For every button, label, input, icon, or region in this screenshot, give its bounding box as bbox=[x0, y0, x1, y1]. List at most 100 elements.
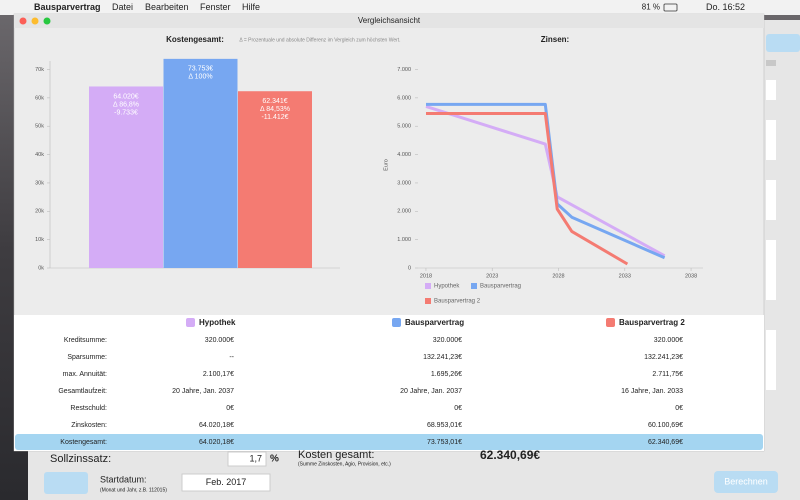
start-input[interactable] bbox=[181, 473, 271, 492]
column-header: Bausparvertrag 2 bbox=[619, 318, 685, 327]
cell: 0€ bbox=[226, 405, 234, 412]
line-series bbox=[426, 112, 629, 266]
cell: 0€ bbox=[454, 405, 462, 412]
legend-label: Bausparvertrag 2 bbox=[434, 299, 481, 305]
row-label: Kostengesamt: bbox=[60, 439, 107, 446]
window-title: Vergleichsansicht bbox=[358, 16, 421, 25]
cell: 132.241,23€ bbox=[644, 354, 683, 361]
rate-label: Sollzinssatz: bbox=[50, 453, 111, 465]
legend-swatch bbox=[425, 298, 431, 304]
legend-label: Hypothek bbox=[434, 284, 460, 290]
legend-label: Bausparvertrag bbox=[480, 284, 521, 290]
menu-item[interactable]: Bearbeiten bbox=[145, 2, 189, 12]
rate-unit: % bbox=[270, 454, 279, 465]
minimize-button[interactable] bbox=[31, 17, 39, 25]
y-tick-label: 1.000 bbox=[397, 237, 411, 243]
y-tick-label: 2.000 bbox=[397, 209, 411, 215]
cell: 320.000€ bbox=[654, 337, 683, 344]
menu-item[interactable]: Hilfe bbox=[242, 2, 260, 12]
row-label: Sparsumme: bbox=[67, 354, 107, 361]
x-tick-label: 2018 bbox=[420, 273, 432, 279]
value-label: 73.753€ bbox=[188, 66, 213, 73]
app-menu[interactable]: Bausparvertrag bbox=[34, 2, 101, 12]
row-label: Gesamtlaufzeit: bbox=[58, 388, 107, 395]
menubar bbox=[0, 0, 800, 15]
legend-swatch bbox=[392, 318, 401, 327]
cell: 60.100,69€ bbox=[648, 422, 683, 429]
x-tick-label: 2028 bbox=[552, 273, 564, 279]
y-tick-label: 10k bbox=[35, 237, 44, 243]
start-hint: (Monat und Jahr, z.B. 112015) bbox=[100, 487, 167, 493]
cost-hint: (Summe Zinskosten, Agio, Provision, etc.… bbox=[298, 461, 391, 467]
zoom-button[interactable] bbox=[43, 17, 51, 25]
y-tick-label: 6.000 bbox=[397, 95, 411, 101]
highlight-row bbox=[15, 434, 763, 450]
legend-swatch bbox=[606, 318, 615, 327]
cost-value: 62.340,69€ bbox=[480, 448, 540, 462]
battery-icon bbox=[663, 3, 678, 12]
bar bbox=[163, 58, 238, 269]
bar bbox=[238, 91, 312, 268]
rate-input[interactable] bbox=[227, 451, 267, 467]
table-area bbox=[14, 315, 764, 451]
value-label: 64.020€ bbox=[113, 93, 138, 100]
y-tick-label: 40k bbox=[35, 152, 44, 158]
rate-value: 1,7 bbox=[249, 453, 262, 463]
app-bottom: Sollzinssatz: 1,7 % Startdatum: (Monat u… bbox=[44, 448, 778, 494]
chart-title: Zinsen: bbox=[541, 35, 569, 44]
cell: 68.953,01€ bbox=[427, 422, 462, 429]
y-tick-label: 5.000 bbox=[397, 124, 411, 130]
menu-item[interactable]: Datei bbox=[112, 2, 133, 12]
difference-label: -9.733€ bbox=[114, 109, 138, 116]
start-label: Startdatum: bbox=[100, 474, 147, 484]
icon-button[interactable] bbox=[44, 472, 88, 494]
row-label: Restschuld: bbox=[70, 405, 107, 412]
delta-label: Δ 84,53% bbox=[260, 106, 290, 113]
cell: 62.340,69€ bbox=[648, 439, 683, 446]
y-axis-label: Euro bbox=[383, 159, 389, 171]
delta-label: Δ 86,8% bbox=[113, 101, 139, 108]
y-tick-label: 7.000 bbox=[397, 67, 411, 73]
calculate-label: Berechnen bbox=[724, 476, 768, 486]
cell: -- bbox=[229, 354, 234, 361]
title-bar bbox=[14, 14, 764, 28]
x-tick-label: 2023 bbox=[486, 273, 498, 279]
calculate-button[interactable] bbox=[714, 471, 778, 493]
side-fields bbox=[766, 34, 800, 390]
cell: 132.241,23€ bbox=[423, 354, 462, 361]
battery: 81 % bbox=[642, 3, 660, 12]
bar bbox=[89, 86, 163, 268]
y-tick-label: 30k bbox=[35, 180, 44, 186]
cell: 73.753,01€ bbox=[427, 439, 462, 446]
cell: 2.711,75€ bbox=[652, 371, 683, 378]
y-tick-label: 70k bbox=[35, 67, 44, 73]
y-tick-label: 4.000 bbox=[397, 152, 411, 158]
chart-title: Kostengesamt: bbox=[166, 35, 224, 44]
difference-label: -11.412€ bbox=[261, 114, 288, 121]
cell: 320.000€ bbox=[433, 337, 462, 344]
column-header: Hypothek bbox=[199, 318, 236, 327]
row-label: max. Annuität: bbox=[63, 371, 107, 378]
row-label: Kreditsumme: bbox=[64, 337, 107, 344]
cell: 2.100,17€ bbox=[203, 371, 234, 378]
clock: Do. 16:52 bbox=[706, 2, 745, 12]
cell: 16 Jahre, Jan. 2033 bbox=[621, 388, 683, 395]
legend-swatch bbox=[186, 318, 195, 327]
cell: 20 Jahre, Jan. 2037 bbox=[172, 388, 234, 395]
y-tick-label: 60k bbox=[35, 95, 44, 101]
cost-label: Kosten gesamt: bbox=[298, 449, 374, 461]
chart-annotation: Δ = Prozentuale und absolute Differenz i… bbox=[239, 37, 400, 43]
menu-item[interactable]: Fenster bbox=[200, 2, 231, 12]
column-header: Bausparvertrag bbox=[405, 318, 464, 327]
y-tick-label: 3.000 bbox=[397, 180, 411, 186]
cell: 20 Jahre, Jan. 2037 bbox=[400, 388, 462, 395]
start-value: Feb. 2017 bbox=[206, 477, 247, 487]
delta-label: Δ 100% bbox=[188, 74, 212, 81]
y-tick-label: 0 bbox=[408, 265, 411, 271]
cell: 1.695,26€ bbox=[431, 371, 462, 378]
close-button[interactable] bbox=[19, 17, 27, 25]
value-label: 62.341€ bbox=[262, 98, 287, 105]
cell: 0€ bbox=[675, 405, 683, 412]
legend-swatch bbox=[471, 283, 477, 289]
